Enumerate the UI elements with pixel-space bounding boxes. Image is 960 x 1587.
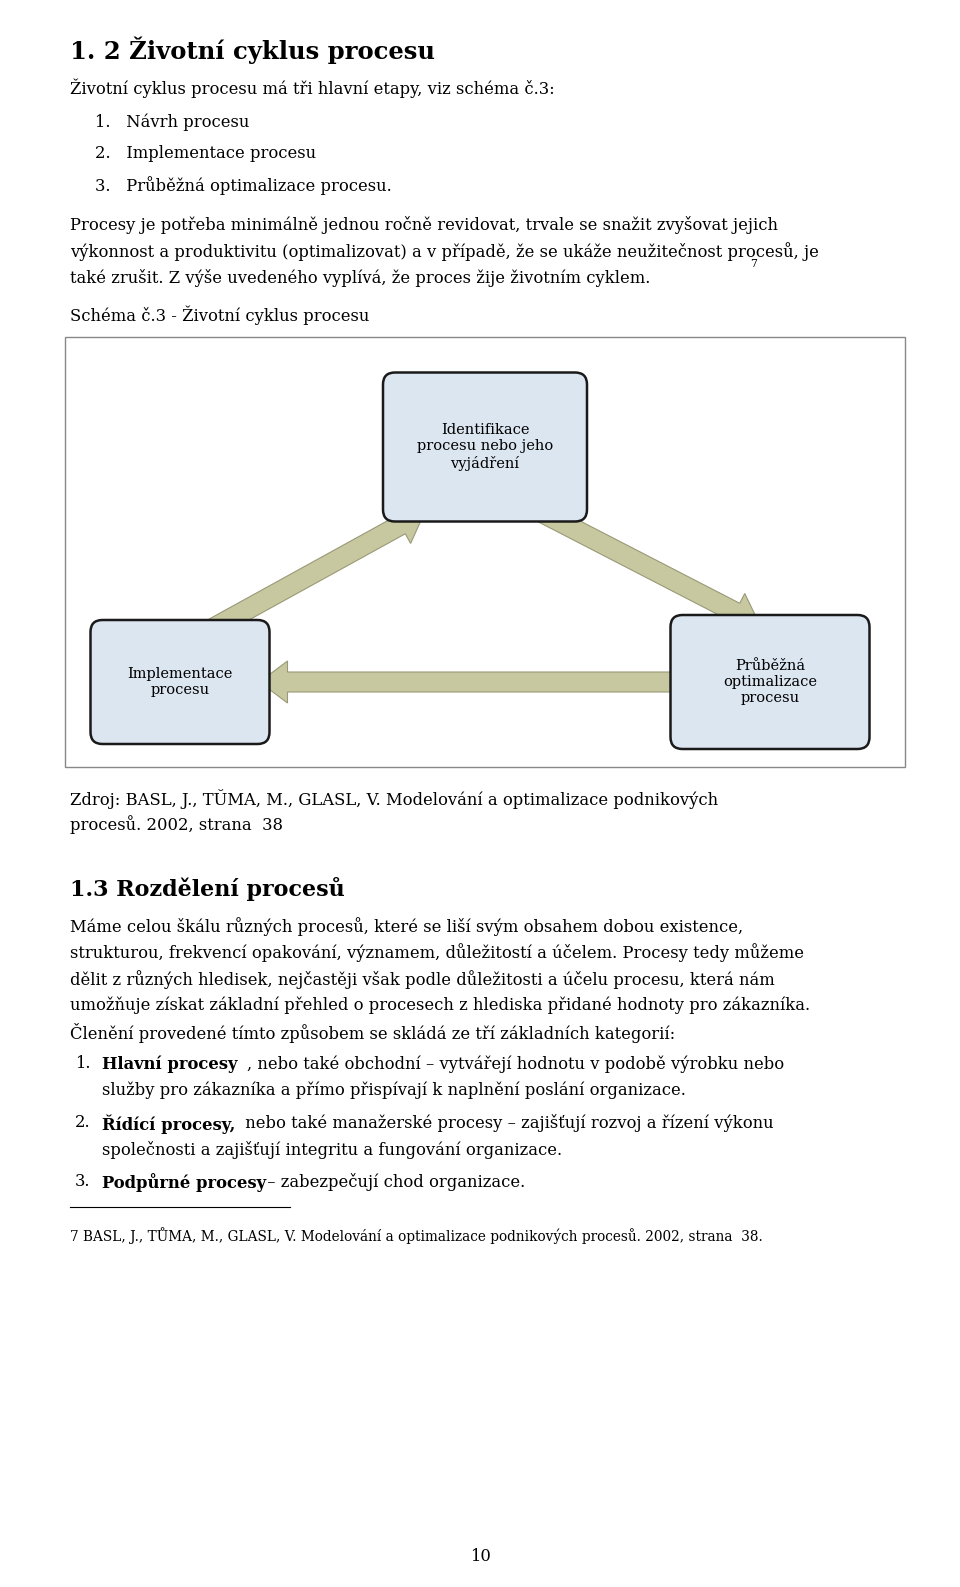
- Text: 2.   Implementace procesu: 2. Implementace procesu: [95, 144, 316, 162]
- Text: Procesy je potřeba minimálně jednou ročně revidovat, trvale se snažit zvyšovat j: Procesy je potřeba minimálně jednou ročn…: [70, 216, 778, 233]
- Text: Implementace
procesu: Implementace procesu: [128, 667, 232, 697]
- Text: 1.3 Rozdělení procesů: 1.3 Rozdělení procesů: [70, 878, 345, 901]
- FancyArrow shape: [205, 506, 425, 638]
- Text: Členění provedené tímto způsobem se skládá ze tří základních kategorií:: Členění provedené tímto způsobem se sklá…: [70, 1024, 675, 1043]
- Text: strukturou, frekvencí opakování, významem, důležitostí a účelem. Procesy tedy mů: strukturou, frekvencí opakování, význame…: [70, 944, 804, 962]
- Text: společnosti a zajišťují integritu a fungování organizace.: společnosti a zajišťují integritu a fung…: [102, 1141, 563, 1159]
- FancyArrow shape: [536, 503, 760, 630]
- Text: Identifikace
procesu nebo jeho
vyjádření: Identifikace procesu nebo jeho vyjádření: [417, 424, 553, 471]
- Text: umožňuje získat základní přehled o procesech z hlediska přidané hodnoty pro záka: umožňuje získat základní přehled o proce…: [70, 997, 810, 1014]
- FancyBboxPatch shape: [670, 616, 870, 749]
- Text: výkonnost a produktivitu (optimalizovat) a v případě, že se ukáže neužitečnost p: výkonnost a produktivitu (optimalizovat)…: [70, 243, 819, 262]
- Text: 2.: 2.: [75, 1114, 90, 1132]
- Text: také zrušit. Z výše uvedeného vyplívá, že proces žije životním cyklem.: také zrušit. Z výše uvedeného vyplívá, ž…: [70, 270, 650, 287]
- Text: nebo také manažerské procesy – zajišťují rozvoj a řízení výkonu: nebo také manažerské procesy – zajišťují…: [240, 1114, 774, 1133]
- Text: Podpůrné procesy: Podpůrné procesy: [102, 1173, 266, 1192]
- Text: Zdroj: BASL, J., TŬMA, M., GLASL, V. Modelování a optimalizace podnikových: Zdroj: BASL, J., TŬMA, M., GLASL, V. Mod…: [70, 789, 718, 809]
- Text: Životní cyklus procesu má tři hlavní etapy, viz schéma č.3:: Životní cyklus procesu má tři hlavní eta…: [70, 79, 555, 98]
- Text: 7 BASL, J., TŮMA, M., GLASL, V. Modelování a optimalizace podnikových procesů. 2: 7 BASL, J., TŮMA, M., GLASL, V. Modelová…: [70, 1227, 763, 1244]
- Text: 7: 7: [750, 259, 756, 270]
- Text: procesů. 2002, strana  38: procesů. 2002, strana 38: [70, 816, 283, 835]
- FancyBboxPatch shape: [90, 621, 270, 744]
- Text: 3.: 3.: [75, 1173, 90, 1190]
- Text: služby pro zákazníka a přímo přispívají k naplnění poslání organizace.: služby pro zákazníka a přímo přispívají …: [102, 1082, 685, 1100]
- FancyBboxPatch shape: [383, 373, 587, 522]
- FancyArrow shape: [259, 662, 681, 703]
- Text: – zabezpečují chod organizace.: – zabezpečují chod organizace.: [262, 1173, 525, 1192]
- Text: , nebo také obchodní – vytvářejí hodnotu v podobě výrobku nebo: , nebo také obchodní – vytvářejí hodnotu…: [247, 1055, 784, 1073]
- Text: 1. 2 Životní cyklus procesu: 1. 2 Životní cyklus procesu: [70, 37, 435, 65]
- Text: Schéma č.3 - Životní cyklus procesu: Schéma č.3 - Životní cyklus procesu: [70, 306, 370, 325]
- Text: 1.: 1.: [75, 1055, 90, 1073]
- Text: 10: 10: [469, 1547, 491, 1565]
- Text: 3.   Průběžná optimalizace procesu.: 3. Průběžná optimalizace procesu.: [95, 176, 392, 195]
- Text: dělit z různých hledisek, nejčastěji však podle důležitosti a účelu procesu, kte: dělit z různých hledisek, nejčastěji vša…: [70, 970, 775, 989]
- Bar: [65, 336, 905, 767]
- Text: Řídící procesy,: Řídící procesy,: [102, 1114, 235, 1135]
- Text: Průběžná
optimalizace
procesu: Průběžná optimalizace procesu: [723, 659, 817, 705]
- Text: Hlavní procesy: Hlavní procesy: [102, 1055, 237, 1073]
- Text: Máme celou škálu různých procesů, které se liší svým obsahem dobou existence,: Máme celou škálu různých procesů, které …: [70, 917, 743, 936]
- Text: 1.   Návrh procesu: 1. Návrh procesu: [95, 114, 250, 132]
